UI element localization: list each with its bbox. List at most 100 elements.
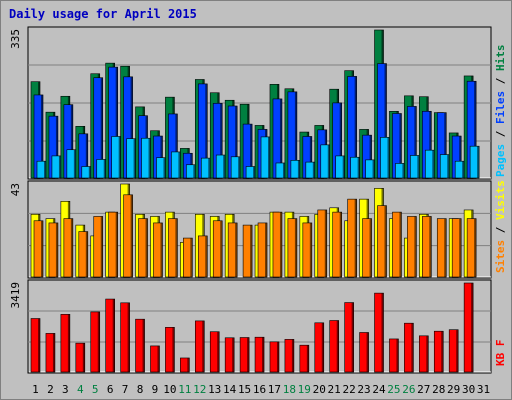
bar-sites-day-7	[123, 194, 133, 278]
bar-kb-f-day-14	[224, 337, 235, 373]
tick-label-day-12: 12	[193, 383, 206, 396]
bar-sites-day-14-shade	[235, 222, 238, 277]
tick-label-day-20: 20	[313, 383, 326, 396]
bar-files-day-4-shade	[85, 133, 88, 178]
bar-pages-day-8-fill	[141, 138, 151, 178]
bar-sites-day-20-shade	[324, 209, 327, 277]
bar-sites-day-15-shade	[250, 225, 253, 277]
bar-kb-f-day-18	[284, 339, 295, 373]
bar-pages-day-21-shade	[342, 155, 345, 178]
bar-files-day-22-shade	[354, 76, 357, 178]
bar-files-day-14-shade	[235, 105, 238, 178]
bar-pages-day-22-fill	[350, 157, 360, 178]
bar-sites-day-5-outline	[93, 216, 104, 278]
legend-hits: Hits	[494, 45, 507, 72]
bar-sites-day-15-outline	[242, 224, 253, 278]
bar-pages-day-27	[425, 149, 435, 179]
bar-pages-day-4-shade	[88, 166, 91, 178]
bar-kb-f-day-29-shade	[456, 329, 459, 372]
bar-pages-day-23	[365, 159, 375, 179]
bar-files-day-23-shade	[369, 135, 372, 178]
tick-label-day-19: 19	[298, 383, 311, 396]
bar-kb-f-day-6	[105, 298, 115, 373]
bar-pages-day-28-fill	[440, 154, 450, 178]
bar-files-day-22-fill	[347, 76, 357, 178]
bar-kb-f-day-17-shade	[276, 341, 279, 372]
bar-files-day-30-shade	[474, 81, 477, 178]
bar-sites-day-9-outline	[153, 222, 163, 278]
bar-kb-f-day-4-outline	[75, 342, 86, 373]
bar-kb-f-day-26-fill	[404, 323, 414, 372]
tick-label-day-7: 7	[122, 383, 129, 396]
legend-kbf: KB F	[494, 340, 507, 367]
bar-kb-f-day-5-outline	[90, 311, 101, 373]
bar-files-day-25-fill	[392, 113, 402, 178]
bar-kb-f-day-12	[194, 320, 205, 373]
bar-sites-day-8-shade	[145, 218, 148, 277]
bar-files-day-1-shade	[41, 94, 43, 178]
bar-pages-day-10-fill	[171, 151, 181, 178]
bar-sites-day-18-fill	[287, 218, 297, 277]
bar-sites-day-15	[242, 224, 253, 278]
bar-pages-day-3-shade	[73, 149, 76, 178]
bar-pages-day-9-fill	[156, 157, 166, 178]
bar-pages-day-12	[200, 157, 211, 179]
bar-files-day-30-fill	[467, 81, 477, 178]
bar-sites-day-18	[287, 218, 298, 278]
bar-kb-f-day-15-fill	[240, 337, 250, 372]
bar-sites-day-17-outline	[272, 211, 283, 278]
bar-sites-day-8-fill	[138, 218, 148, 277]
bar-kb-f-day-7	[120, 302, 130, 373]
bar-kb-f-day-15	[239, 337, 250, 373]
bar-pages-day-8-shade	[148, 138, 151, 178]
bar-kb-f-day-25-fill	[389, 338, 399, 372]
bar-pages-day-12-fill	[201, 158, 211, 178]
bar-pages-day-30	[469, 145, 480, 179]
bar-kb-f-day-13-shade	[217, 331, 220, 372]
bar-kb-f-day-13	[209, 331, 220, 373]
bar-files-day-7-fill	[123, 76, 133, 178]
bar-sites-day-30	[466, 218, 477, 278]
bar-kb-f-day-20-shade	[321, 322, 324, 372]
bar-files-day-27-shade	[429, 111, 432, 178]
bar-kb-f-day-16-shade	[262, 337, 265, 372]
bar-kb-f-day-21-shade	[336, 320, 339, 372]
tick-label-day-14: 14	[223, 383, 237, 396]
bar-kb-f-day-14-fill	[225, 337, 235, 372]
bar-pages-day-19-fill	[305, 162, 315, 178]
bar-pages-day-11-shade	[193, 164, 196, 178]
bar-sites-day-17	[272, 211, 283, 278]
bar-pages-day-20-fill	[320, 144, 330, 178]
bar-pages-day-7-fill	[126, 138, 136, 178]
bar-pages-day-4	[81, 166, 92, 179]
bar-sites-day-25-outline	[392, 211, 402, 278]
bar-sites-day-9-shade	[160, 222, 163, 277]
bar-pages-day-27-shade	[432, 150, 435, 178]
bar-files-day-28-shade	[444, 112, 447, 178]
tick-label-day-18: 18	[283, 383, 296, 396]
bar-kb-f-day-2-fill	[45, 333, 55, 372]
bar-sites-day-13-shade	[220, 220, 223, 277]
bar-pages-day-6-shade	[118, 136, 121, 178]
bar-kb-f-day-26-shade	[411, 323, 414, 372]
bar-kb-f-day-8-shade	[142, 319, 145, 372]
legend-separator: /	[494, 220, 507, 240]
tick-label-day-17: 17	[268, 383, 281, 396]
bar-kb-f-day-8	[135, 318, 145, 373]
bar-pages-day-9	[156, 157, 166, 179]
bar-pages-day-24-shade	[387, 137, 390, 178]
bar-sites-day-11	[183, 237, 193, 278]
bar-kb-f-day-9-shade	[157, 345, 160, 372]
bar-kb-f-day-3-outline	[60, 314, 71, 373]
bar-sites-day-4-shade	[85, 231, 88, 277]
bar-sites-day-6-shade	[115, 212, 118, 277]
bar-files-day-17-shade	[279, 98, 282, 178]
tick-label-day-10: 10	[163, 383, 176, 396]
bar-kb-f-day-11-fill	[180, 357, 190, 372]
bar-sites-day-27	[422, 216, 432, 278]
bar-pages-day-14-fill	[231, 156, 241, 178]
bar-kb-f-day-29-outline	[448, 329, 459, 373]
bar-kb-f-day-30	[463, 282, 474, 373]
bar-sites-day-21	[332, 211, 343, 278]
bar-sites-day-23	[362, 218, 372, 278]
